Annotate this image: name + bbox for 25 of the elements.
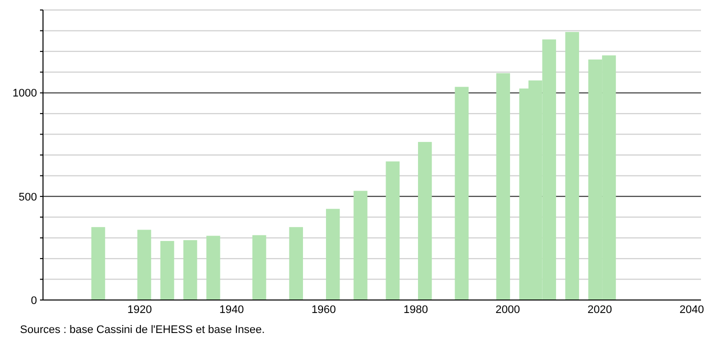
x-tick-label: 1960 [311,304,336,316]
x-tick-label: 2020 [588,304,612,316]
y-tick-label: 1000 [12,88,37,100]
bar [137,230,152,300]
bar [354,190,368,300]
x-tick-label: 1940 [219,304,244,316]
y-tick-label: 500 [18,191,37,204]
x-tick-label: 2040 [680,304,704,316]
bar [183,240,198,300]
bar [565,32,580,300]
bar [289,227,303,300]
bar [326,208,340,300]
x-tick-label: 2000 [496,304,520,316]
x-tick-label: 1980 [403,304,428,316]
y-tick-label: 0 [30,294,37,307]
bar [252,235,266,300]
x-tick-label: 1920 [127,304,152,316]
bar [386,161,400,300]
bar [496,73,510,300]
bar [91,227,106,300]
bar [160,240,174,300]
bar [206,236,220,300]
source-note: Sources : base Cassini de l'EHESS et base Insee. [20,324,265,336]
bar [418,142,432,300]
bar [454,86,469,300]
